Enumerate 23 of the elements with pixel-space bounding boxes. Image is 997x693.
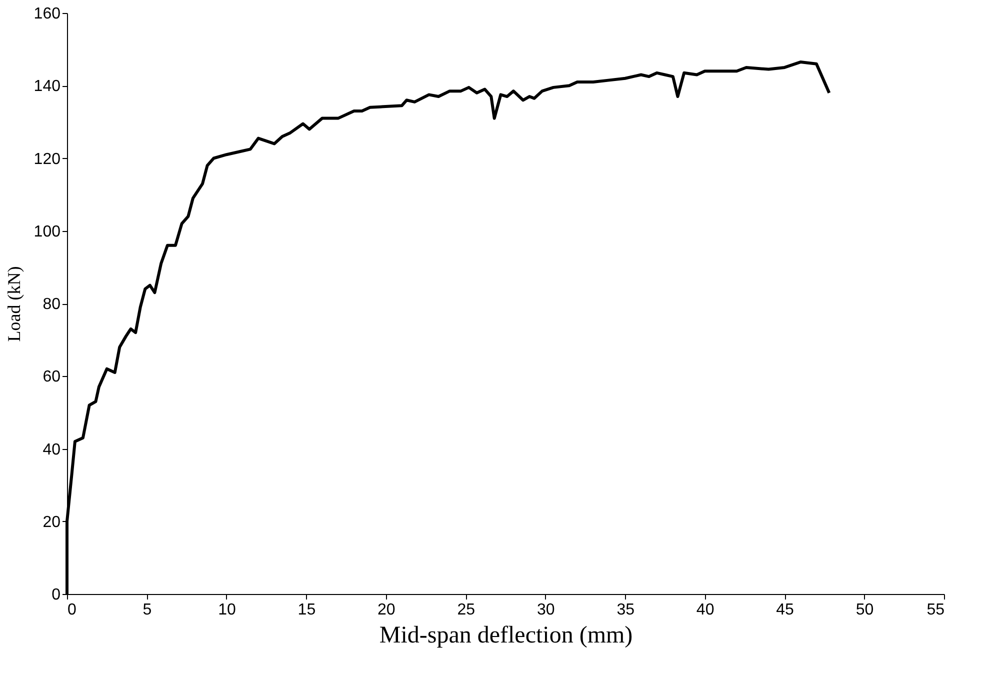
x-tick-label: 45 — [776, 602, 794, 618]
y-tick-label: 80 — [42, 296, 61, 313]
x-tick-label: 5 — [142, 602, 152, 618]
x-tick-label: 0 — [68, 602, 76, 618]
y-axis-title: Load (kN) — [4, 266, 24, 342]
x-tick-label: 35 — [616, 602, 635, 618]
y-tick-label: 0 — [52, 586, 61, 604]
x-tick-label: 55 — [926, 602, 945, 618]
x-tick-label: 15 — [298, 602, 316, 618]
x-tick-label: 40 — [696, 602, 714, 618]
x-tick-label: 25 — [457, 602, 476, 618]
x-tick-label: 50 — [856, 602, 874, 618]
y-tick-label: 60 — [42, 368, 61, 386]
x-tick-label: 20 — [378, 602, 396, 618]
y-tick-label: 160 — [34, 6, 61, 22]
y-tick-label: 20 — [42, 514, 61, 531]
x-tick-label: 30 — [536, 602, 555, 618]
y-tick-label: 100 — [34, 223, 61, 240]
y-tick-label: 40 — [42, 441, 61, 458]
x-tick-label: 10 — [218, 602, 236, 618]
y-tick-label: 140 — [34, 78, 61, 96]
x-axis-title: Mid-span deflection (mm) — [379, 622, 633, 648]
y-tick-label: 120 — [34, 150, 61, 168]
